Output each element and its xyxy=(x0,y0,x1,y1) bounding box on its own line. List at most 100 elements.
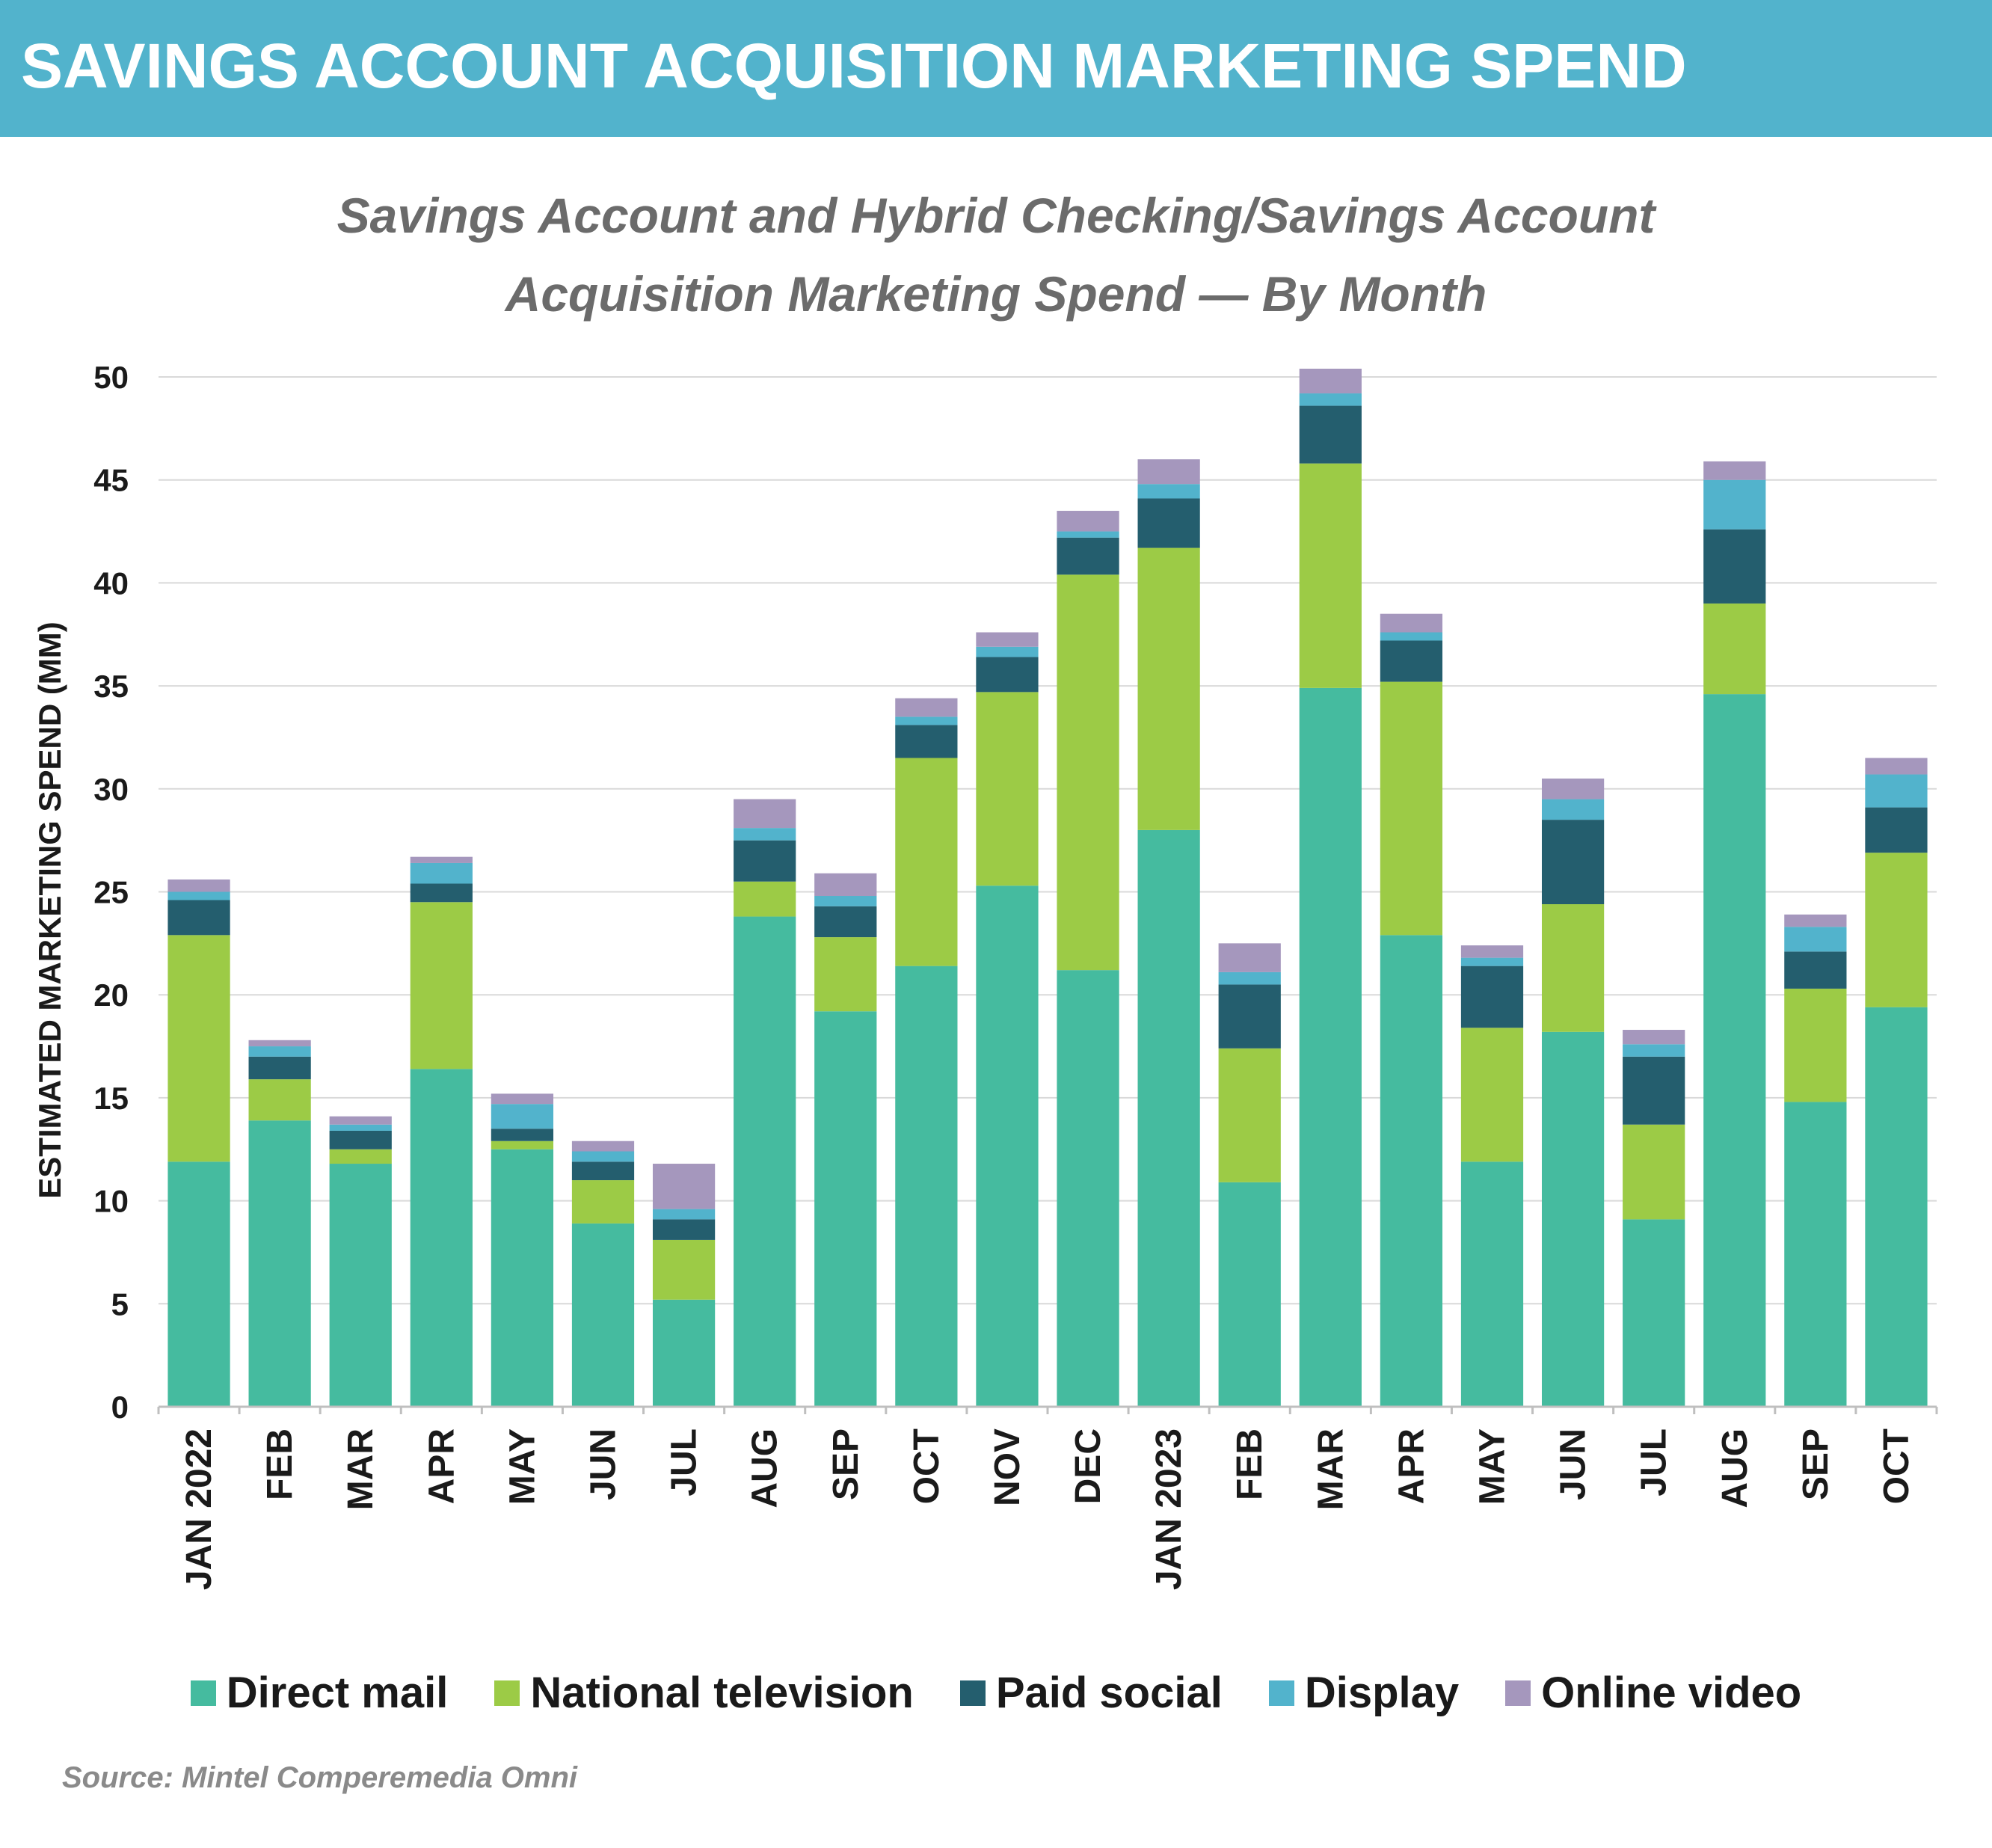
x-tick-label: MAR xyxy=(1311,1428,1350,1510)
bar-segment xyxy=(1380,681,1443,936)
bar-segment xyxy=(734,828,796,841)
x-tick-label: NOV xyxy=(988,1428,1027,1506)
bar-segment xyxy=(814,896,877,906)
bar-segment xyxy=(1137,459,1200,485)
x-tick-label: MAY xyxy=(1473,1428,1513,1505)
source-note: Source: Mintel Comperemedia Omni xyxy=(62,1761,578,1794)
bar-segment xyxy=(976,646,1039,657)
bar-stack xyxy=(652,1164,716,1407)
legend-swatch xyxy=(1268,1680,1294,1706)
bar-segment xyxy=(571,1180,635,1224)
bar-stack xyxy=(167,879,230,1407)
bar-stack xyxy=(1057,511,1119,1407)
bar-segment xyxy=(1218,971,1281,985)
bar-segment xyxy=(1865,758,1928,775)
bar-segment xyxy=(652,1219,716,1240)
bar-segment xyxy=(248,1079,311,1121)
bar-segment xyxy=(1865,774,1928,808)
bar-segment xyxy=(1299,405,1362,464)
legend-label: Paid social xyxy=(995,1669,1223,1717)
bars xyxy=(167,368,1928,1407)
bar-segment xyxy=(734,881,796,917)
bar-segment xyxy=(1057,970,1119,1407)
bar-segment xyxy=(1299,368,1362,394)
bar-segment xyxy=(1057,511,1119,532)
x-tick-label: JUL xyxy=(665,1428,704,1496)
legend-item: Display xyxy=(1268,1668,1460,1718)
bar-segment xyxy=(1299,393,1362,406)
bar-segment xyxy=(1623,1219,1685,1407)
bar-segment xyxy=(167,879,230,892)
legend-swatch xyxy=(959,1680,986,1706)
bar-segment xyxy=(1703,694,1766,1407)
bar-segment xyxy=(1380,935,1443,1407)
bar-segment xyxy=(895,966,958,1407)
bar-segment xyxy=(1784,988,1847,1102)
bar-segment xyxy=(329,1130,392,1149)
bar-stack xyxy=(1460,945,1524,1407)
bar-stack xyxy=(1784,914,1847,1407)
bar-segment xyxy=(652,1239,716,1300)
bar-segment xyxy=(734,916,796,1407)
x-tick-label: JUN xyxy=(1554,1428,1593,1500)
bar-segment xyxy=(976,885,1039,1407)
bar-stack xyxy=(734,799,796,1407)
bar-segment xyxy=(652,1209,716,1220)
bar-segment xyxy=(814,1011,877,1407)
y-tick-label: 40 xyxy=(93,565,129,601)
bar-segment xyxy=(248,1040,311,1047)
bar-stack xyxy=(1865,758,1928,1407)
chart-title-line-1: Savings Account and Hybrid Checking/Savi… xyxy=(336,188,1656,243)
legend-label: Display xyxy=(1304,1669,1460,1717)
legend-item: Online video xyxy=(1505,1668,1801,1718)
x-tick-label: MAR xyxy=(341,1428,381,1510)
legend-item: Direct mail xyxy=(190,1668,448,1718)
bar-segment xyxy=(1460,966,1524,1028)
y-tick-labels: 0 5 10 15 20 25 30 35 40 45 50 xyxy=(93,360,129,1425)
bar-segment xyxy=(1137,829,1200,1407)
legend-label: National television xyxy=(530,1669,914,1717)
bar-stack xyxy=(571,1141,635,1407)
bar-segment xyxy=(491,1129,554,1141)
x-tick-label: AUG xyxy=(746,1428,785,1508)
bar-segment xyxy=(1703,529,1766,604)
x-tick-label: FEB xyxy=(260,1428,300,1500)
bar-segment xyxy=(248,1046,311,1057)
x-tick-label: JUN xyxy=(584,1428,624,1500)
bar-segment xyxy=(976,657,1039,693)
x-tick-label: JAN 2022 xyxy=(179,1428,219,1590)
legend-item: Paid social xyxy=(959,1668,1223,1718)
bar-segment xyxy=(1460,945,1524,958)
bar-stack xyxy=(248,1040,311,1407)
bar-segment xyxy=(1218,1182,1281,1407)
bar-segment xyxy=(1218,943,1281,972)
legend-swatch xyxy=(494,1680,520,1706)
bar-segment xyxy=(1784,914,1847,927)
page-title: SAVINGS ACCOUNT ACQUISITION MARKETING SP… xyxy=(21,31,1687,101)
x-tick-label: OCT xyxy=(1877,1428,1916,1504)
bar-segment xyxy=(167,1161,230,1407)
bar-segment xyxy=(734,840,796,882)
x-tick-label: JUL xyxy=(1635,1428,1674,1496)
bar-segment xyxy=(410,902,473,1069)
legend-item: National television xyxy=(494,1668,914,1718)
x-tick-label: APR xyxy=(422,1428,461,1504)
bar-segment xyxy=(895,758,958,966)
bar-stack xyxy=(1541,779,1605,1407)
bar-segment xyxy=(895,725,958,758)
legend: Direct mail National television Paid socia… xyxy=(0,1668,1992,1718)
bar-segment xyxy=(1703,479,1766,529)
y-tick-label: 30 xyxy=(93,772,129,807)
chart-title-line-2: Acquisition Marketing Spend — By Month xyxy=(505,266,1487,322)
bar-segment xyxy=(1541,779,1605,799)
bar-segment xyxy=(410,883,473,903)
bar-segment xyxy=(1380,632,1443,641)
bar-segment xyxy=(1865,853,1928,1007)
bar-segment xyxy=(1460,1161,1524,1407)
bar-stack xyxy=(410,856,473,1407)
bar-segment xyxy=(1218,1048,1281,1182)
bar-segment xyxy=(734,799,796,829)
bar-segment xyxy=(1865,1007,1928,1407)
x-tick-label: AUG xyxy=(1715,1428,1755,1508)
bar-segment xyxy=(410,856,473,863)
